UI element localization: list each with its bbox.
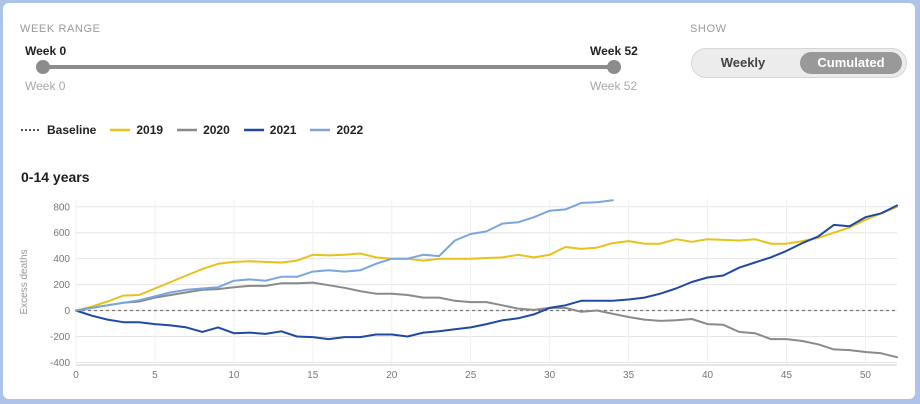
x-tick-label: 15	[307, 370, 319, 381]
legend-item-2021[interactable]: 2021	[243, 123, 297, 137]
week-range-title: WEEK RANGE	[20, 23, 101, 35]
legend-item-2019[interactable]: 2019	[110, 123, 163, 137]
chart-panel: WEEK RANGE Week 0 Week 52 Week 0 Week 52…	[3, 3, 915, 399]
show-toggle[interactable]: Weekly Cumulated	[691, 48, 907, 78]
series-line-2020	[75, 281, 898, 359]
week-range-end-sub: Week 52	[590, 79, 638, 93]
legend-swatch-2022	[310, 128, 331, 132]
y-tick-label: 0	[64, 306, 70, 317]
x-tick-label: 0	[73, 370, 79, 381]
excess-deaths-chart: -400 -200 0 200 400 600 800 0 5 10 15 20 25 30 35 40 45 5…	[19, 199, 898, 381]
x-tick-label: 50	[860, 370, 872, 381]
x-tick-label: 25	[465, 370, 477, 381]
x-tick-label: 5	[152, 370, 158, 381]
legend-label-2022: 2022	[336, 123, 364, 137]
week-range-end-label: Week 52	[590, 44, 638, 58]
y-axis-title: Excess deaths	[19, 249, 30, 314]
show-title: SHOW	[690, 23, 727, 35]
legend-swatch-baseline	[21, 129, 41, 131]
legend-swatch-2020	[177, 128, 198, 132]
toggle-cumulated[interactable]: Cumulated	[800, 52, 902, 74]
legend-label-2020: 2020	[203, 123, 230, 137]
legend-swatch-2021	[243, 128, 264, 132]
y-tick-label: 200	[53, 280, 70, 291]
legend-item-2022[interactable]: 2022	[310, 123, 363, 137]
x-tick-label: 35	[623, 370, 635, 381]
legend: Baseline 2019 2020 2021 2022	[21, 121, 377, 139]
x-tick-label: 10	[228, 370, 240, 381]
x-tick-label: 20	[386, 370, 398, 381]
y-tick-label: 600	[53, 228, 70, 239]
legend-item-baseline[interactable]: Baseline	[21, 123, 96, 137]
y-tick-label: -200	[50, 332, 70, 343]
week-range-start-label: Week 0	[25, 44, 67, 58]
series-line-2022	[75, 199, 614, 312]
legend-swatch-2019	[110, 128, 131, 132]
x-tick-label: 40	[702, 370, 714, 381]
x-tick-label: 45	[781, 370, 793, 381]
legend-label-2021: 2021	[269, 123, 297, 137]
age-group-title: 0-14 years	[21, 169, 90, 185]
y-tick-label: -400	[50, 358, 70, 369]
legend-label-baseline: Baseline	[47, 123, 97, 137]
toggle-weekly[interactable]: Weekly	[720, 55, 766, 70]
legend-item-2020[interactable]: 2020	[177, 123, 230, 137]
legend-label-2019: 2019	[136, 123, 164, 137]
week-range-start-sub: Week 0	[25, 79, 66, 93]
x-tick-label: 30	[544, 370, 556, 381]
week-range-slider-track[interactable]	[41, 65, 615, 69]
series-line-2019	[75, 205, 898, 312]
series-line-2021	[75, 204, 898, 341]
week-range-start-handle[interactable]	[36, 60, 50, 74]
y-tick-label: 400	[53, 254, 70, 265]
y-tick-label: 800	[53, 202, 70, 213]
week-range-end-handle[interactable]	[607, 60, 621, 74]
